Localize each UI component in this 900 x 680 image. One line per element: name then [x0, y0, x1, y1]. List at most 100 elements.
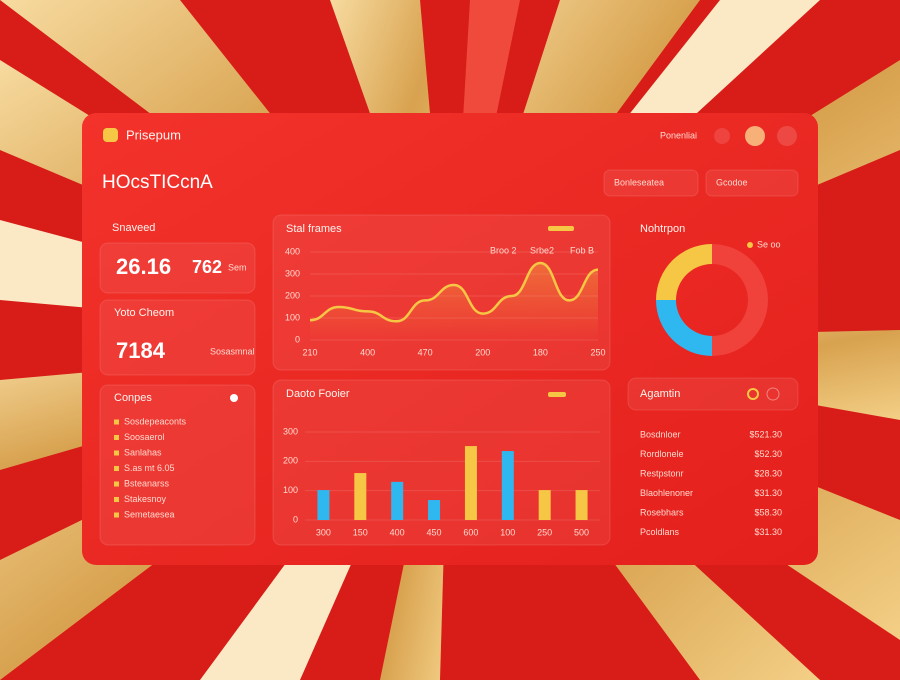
page-title: HOcsTICcnA — [102, 172, 213, 193]
legend-label: Broo 2 — [490, 245, 517, 255]
donut-segment — [656, 244, 712, 300]
x-tick-label: 210 — [302, 347, 317, 357]
list-title: Agamtin — [640, 388, 680, 400]
y-tick-label: 0 — [293, 514, 298, 524]
legend-bullet — [114, 450, 119, 456]
stat-card — [99, 242, 256, 294]
icon[interactable] — [747, 388, 759, 400]
stat-label: Snaveed — [112, 222, 155, 234]
x-tick-label: 400 — [390, 527, 405, 537]
legend-title: Conpes — [114, 392, 152, 404]
stat-unit: Sem — [228, 262, 247, 272]
chart-title: Nohtrpon — [640, 223, 685, 235]
y-tick-label: 100 — [285, 312, 300, 322]
y-tick-label: 0 — [295, 334, 300, 344]
y-tick-label: 300 — [285, 268, 300, 278]
x-tick-label: 180 — [533, 347, 548, 357]
list-name: Bosdnloer — [640, 429, 681, 439]
x-tick-label: 400 — [360, 347, 375, 357]
bar — [538, 490, 551, 520]
legend-card — [99, 384, 256, 546]
search-text[interactable]: Gcodoe — [716, 177, 748, 187]
x-tick-label: 250 — [590, 347, 605, 357]
legend-label: Fob B — [570, 245, 594, 255]
avatar[interactable] — [745, 126, 765, 146]
legend-bullet — [114, 435, 119, 440]
stat-value: 762 — [192, 257, 222, 277]
legend-bullet — [114, 481, 119, 487]
stat-label: Yoto Cheom — [114, 307, 174, 319]
list-name: Pcoldlans — [640, 527, 680, 537]
bar — [317, 490, 330, 520]
toggle[interactable] — [230, 394, 238, 402]
list-header — [627, 377, 799, 411]
x-tick-label: 470 — [418, 347, 433, 357]
x-tick-label: 200 — [475, 347, 490, 357]
legend-item: Stakesnoy — [124, 494, 167, 504]
legend-bullet — [114, 497, 119, 502]
list-value: $52.30 — [754, 449, 782, 459]
chart-title: Daoto Fooier — [286, 388, 350, 400]
legend-swatch — [548, 392, 566, 397]
stat-value: 7184 — [116, 338, 166, 363]
search-box[interactable] — [705, 169, 799, 197]
bar — [501, 451, 514, 520]
donut-segment — [656, 300, 712, 356]
x-tick-label: 500 — [574, 527, 589, 537]
bar — [354, 473, 367, 520]
legend-bullet — [114, 512, 119, 518]
list-name: Rordlonele — [640, 449, 684, 459]
x-tick-label: 600 — [463, 527, 478, 537]
bar — [575, 490, 588, 520]
stat-card — [99, 299, 256, 376]
brand: Prisepum — [126, 127, 181, 142]
search-text[interactable]: Bonleseatea — [614, 177, 664, 187]
legend-bullet — [114, 466, 119, 471]
legend-swatch — [548, 226, 574, 231]
search-box[interactable] — [603, 169, 699, 197]
x-tick-label: 300 — [316, 527, 331, 537]
legend-item: Bsteanarss — [124, 478, 170, 488]
y-tick-label: 400 — [285, 246, 300, 256]
stat-note: Sosasmnal — [210, 346, 255, 356]
y-tick-label: 200 — [285, 290, 300, 300]
x-tick-label: 100 — [500, 527, 515, 537]
x-tick-label: 150 — [353, 527, 368, 537]
list-name: Rosebhars — [640, 507, 684, 517]
icon[interactable] — [766, 387, 780, 401]
list-value: $28.30 — [754, 468, 782, 478]
legend-dot — [747, 242, 753, 248]
legend-item: S.as mt 6.05 — [124, 463, 175, 473]
menu[interactable]: Ponenliai — [660, 130, 697, 140]
y-tick-label: 100 — [283, 485, 298, 495]
x-tick-label: 450 — [427, 527, 442, 537]
legend-item: Semetaesea — [124, 509, 175, 519]
list-name: Restpstonr — [640, 468, 684, 478]
icon-button[interactable] — [777, 126, 797, 146]
line — [309, 261, 599, 323]
x-tick-label: 250 — [537, 527, 552, 537]
list-value: $31.30 — [754, 527, 782, 537]
list-value: $58.30 — [754, 507, 782, 517]
bar — [391, 481, 404, 520]
list-value: $521.30 — [749, 429, 782, 439]
brand-icon — [103, 128, 118, 142]
legend-item: Sanlahas — [124, 447, 162, 457]
donut-segment — [712, 244, 768, 356]
bar — [428, 500, 441, 520]
legend-bullet — [114, 419, 119, 425]
list-name: Blaohlenoner — [640, 488, 693, 498]
icon-button[interactable] — [714, 128, 730, 144]
y-tick-label: 300 — [283, 426, 298, 436]
legend-item: Sosdepeaconts — [124, 416, 187, 426]
stat-value: 26.16 — [116, 254, 171, 279]
legend-label: Se oo — [757, 239, 781, 249]
chart-title: Stal frames — [286, 223, 342, 235]
legend-item: Soosaerol — [124, 432, 165, 442]
y-tick-label: 200 — [283, 456, 298, 466]
legend-label: Srbe2 — [530, 245, 554, 255]
bar — [464, 446, 477, 520]
list-value: $31.30 — [754, 488, 782, 498]
